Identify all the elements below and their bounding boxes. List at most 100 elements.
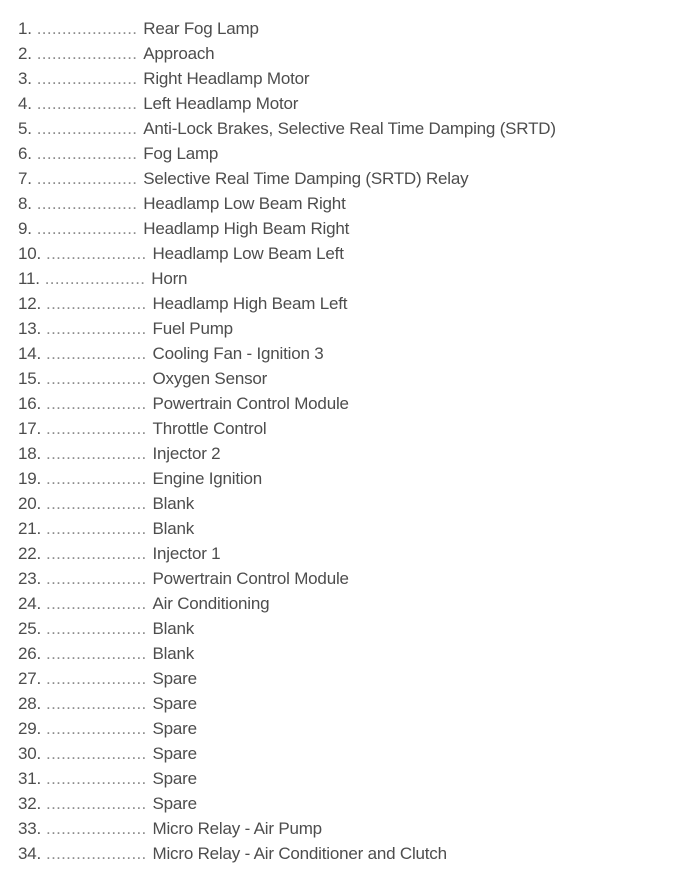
leader-dots: .................... (44, 269, 146, 288)
leader-dots: .................... (36, 19, 138, 38)
item-label: Micro Relay - Air Pump (152, 819, 323, 838)
item-number: 20. (18, 494, 42, 513)
item-number: 31. (18, 769, 42, 788)
list-item: 9..................... Headlamp High Beam… (18, 216, 679, 241)
list-item: 8..................... Headlamp Low Beam … (18, 191, 679, 216)
leader-dots: .................... (46, 669, 147, 688)
item-label: Cooling Fan - Ignition 3 (152, 344, 324, 363)
leader-dots: .................... (46, 319, 147, 338)
item-label: Spare (152, 794, 198, 813)
leader-dots: .................... (46, 569, 147, 588)
list-item: 12..................... Headlamp High Bea… (18, 291, 679, 316)
item-label: Injector 1 (152, 544, 221, 563)
leader-dots: .................... (46, 494, 147, 513)
item-label: Spare (152, 719, 198, 738)
list-item: 18..................... Injector 2 (18, 441, 679, 466)
item-number: 26. (18, 644, 42, 663)
leader-dots: .................... (36, 119, 138, 138)
item-number: 2. (18, 44, 32, 63)
item-label: Headlamp High Beam Right (143, 219, 350, 238)
leader-dots: .................... (36, 144, 138, 163)
list-item: 15..................... Oxygen Sensor (18, 366, 679, 391)
item-number: 5. (18, 119, 32, 138)
item-label: Blank (152, 519, 195, 538)
item-number: 14. (18, 344, 42, 363)
leader-dots: .................... (46, 294, 147, 313)
item-number: 11. (18, 269, 40, 288)
item-number: 22. (18, 544, 42, 563)
leader-dots: .................... (36, 194, 138, 213)
item-number: 13. (18, 319, 42, 338)
list-item: 23..................... Powertrain Contro… (18, 566, 679, 591)
leader-dots: .................... (46, 769, 147, 788)
leader-dots: .................... (36, 219, 138, 238)
list-item: 2..................... Approach (18, 41, 679, 66)
leader-dots: .................... (46, 444, 147, 463)
list-item: 13..................... Fuel Pump (18, 316, 679, 341)
item-label: Headlamp High Beam Left (152, 294, 348, 313)
list-item: 31..................... Spare (18, 766, 679, 791)
list-item: 3..................... Right Headlamp Mot… (18, 66, 679, 91)
list-item: 20..................... Blank (18, 491, 679, 516)
list-item: 10..................... Headlamp Low Beam… (18, 241, 679, 266)
item-label: Blank (152, 619, 195, 638)
item-number: 12. (18, 294, 42, 313)
leader-dots: .................... (46, 469, 147, 488)
leader-dots: .................... (46, 619, 147, 638)
item-number: 32. (18, 794, 42, 813)
list-item: 5..................... Anti-Lock Brakes, … (18, 116, 679, 141)
item-label: Spare (152, 744, 198, 763)
item-label: Blank (152, 494, 195, 513)
list-item: 26..................... Blank (18, 641, 679, 666)
item-number: 6. (18, 144, 32, 163)
item-number: 34. (18, 844, 42, 863)
leader-dots: .................... (46, 519, 147, 538)
item-number: 4. (18, 94, 32, 113)
leader-dots: .................... (36, 94, 138, 113)
item-number: 24. (18, 594, 42, 613)
item-label: Selective Real Time Damping (SRTD) Relay (143, 169, 469, 188)
leader-dots: .................... (46, 594, 147, 613)
list-item: 25..................... Blank (18, 616, 679, 641)
list-item: 1..................... Rear Fog Lamp (18, 16, 679, 41)
leader-dots: .................... (46, 544, 147, 563)
leader-dots: .................... (46, 719, 147, 738)
item-label: Spare (152, 669, 198, 688)
list-item: 4..................... Left Headlamp Moto… (18, 91, 679, 116)
list-item: 30..................... Spare (18, 741, 679, 766)
item-number: 17. (18, 419, 42, 438)
leader-dots: .................... (46, 644, 147, 663)
list-item: 11..................... Horn (18, 266, 679, 291)
item-number: 18. (18, 444, 42, 463)
item-label: Powertrain Control Module (152, 569, 349, 588)
item-number: 9. (18, 219, 32, 238)
list-item: 34..................... Micro Relay - Air… (18, 841, 679, 866)
leader-dots: .................... (46, 394, 147, 413)
leader-dots: .................... (36, 169, 138, 188)
item-number: 27. (18, 669, 42, 688)
item-label: Powertrain Control Module (152, 394, 349, 413)
item-number: 23. (18, 569, 42, 588)
leader-dots: .................... (46, 844, 147, 863)
item-number: 30. (18, 744, 42, 763)
list-item: 14..................... Cooling Fan - Ign… (18, 341, 679, 366)
item-number: 28. (18, 694, 42, 713)
list-item: 16..................... Powertrain Contro… (18, 391, 679, 416)
list-item: 7..................... Selective Real Tim… (18, 166, 679, 191)
list-item: 17..................... Throttle Control (18, 416, 679, 441)
list-item: 24..................... Air Conditioning (18, 591, 679, 616)
item-label: Air Conditioning (152, 594, 270, 613)
item-label: Headlamp Low Beam Left (152, 244, 344, 263)
item-label: Spare (152, 694, 198, 713)
item-number: 8. (18, 194, 32, 213)
item-label: Fog Lamp (143, 144, 219, 163)
item-number: 33. (18, 819, 42, 838)
item-label: Headlamp Low Beam Right (143, 194, 346, 213)
item-label: Right Headlamp Motor (143, 69, 310, 88)
list-item: 19..................... Engine Ignition (18, 466, 679, 491)
list-item: 22..................... Injector 1 (18, 541, 679, 566)
item-number: 7. (18, 169, 32, 188)
item-label: Blank (152, 644, 195, 663)
leader-dots: .................... (46, 419, 147, 438)
